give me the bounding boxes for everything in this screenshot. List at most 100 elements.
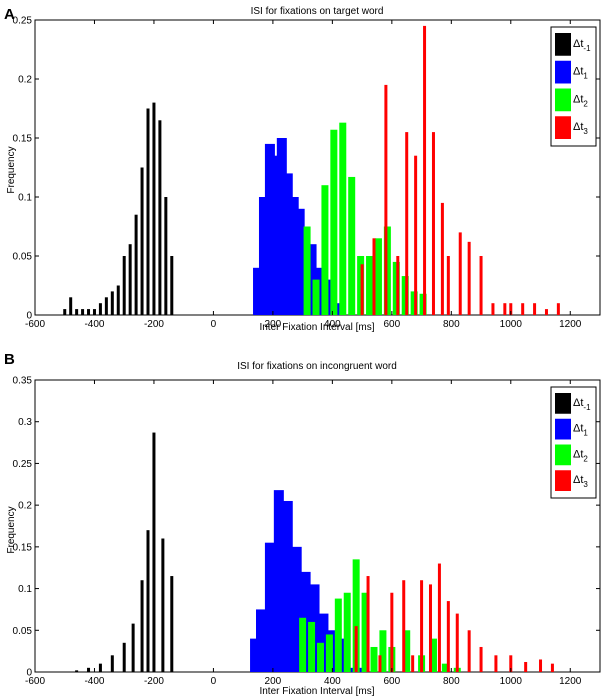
bar bbox=[303, 226, 311, 315]
bar bbox=[140, 167, 144, 315]
bar bbox=[361, 592, 369, 672]
bar bbox=[420, 580, 424, 672]
y-tick-label: 0.25 bbox=[13, 16, 33, 27]
bar bbox=[411, 655, 415, 672]
y-tick-label: 0.05 bbox=[13, 626, 33, 637]
bar bbox=[524, 661, 528, 672]
bar bbox=[128, 244, 132, 315]
bar bbox=[446, 256, 450, 315]
legend-swatch bbox=[555, 33, 571, 56]
bar bbox=[431, 132, 435, 315]
bar bbox=[509, 655, 513, 672]
bar bbox=[378, 655, 382, 672]
bar bbox=[273, 490, 284, 672]
x-tick-label: -400 bbox=[84, 319, 104, 330]
x-tick-label: 1200 bbox=[559, 319, 582, 330]
bar bbox=[458, 232, 462, 315]
bar bbox=[170, 576, 174, 672]
bar bbox=[158, 120, 162, 315]
bar bbox=[264, 542, 275, 672]
bar bbox=[104, 297, 108, 315]
legend-swatch bbox=[555, 116, 571, 139]
bar bbox=[81, 309, 85, 315]
bar bbox=[324, 279, 335, 315]
bar bbox=[321, 185, 329, 315]
panel-label: A bbox=[4, 6, 15, 23]
bar bbox=[366, 576, 370, 672]
bar bbox=[122, 642, 126, 672]
bar bbox=[316, 642, 324, 672]
y-tick-label: 0.15 bbox=[13, 542, 33, 553]
bar bbox=[282, 173, 293, 315]
bar bbox=[146, 108, 150, 315]
bar bbox=[294, 208, 305, 315]
chart-title: ISI for fixations on target word bbox=[251, 6, 384, 17]
bar bbox=[87, 667, 91, 672]
y-axis-label: Frequency bbox=[6, 506, 17, 553]
bar bbox=[69, 297, 73, 315]
legend-swatch bbox=[555, 88, 571, 112]
plot-area: -600 -400 -200 0 200 400 600 800 1000 1200 0 0.05 0.… bbox=[13, 16, 601, 330]
x-tick-label: 1000 bbox=[500, 319, 523, 330]
bar bbox=[379, 630, 387, 672]
bar bbox=[354, 626, 358, 672]
bar bbox=[270, 155, 281, 315]
legend-swatch bbox=[555, 393, 571, 414]
x-tick-label: 1200 bbox=[559, 676, 582, 687]
x-tick-label: 400 bbox=[324, 676, 341, 687]
bar bbox=[98, 303, 102, 315]
x-tick-label: 200 bbox=[265, 319, 282, 330]
series-0 bbox=[63, 102, 174, 315]
bar bbox=[330, 129, 338, 315]
bar bbox=[308, 621, 316, 672]
legend-label-sub: 2 bbox=[583, 454, 588, 463]
bar bbox=[491, 303, 495, 315]
legend-label-sub: 1 bbox=[583, 72, 588, 81]
bar bbox=[479, 256, 483, 315]
bar bbox=[405, 132, 409, 315]
x-tick-label: -600 bbox=[25, 676, 45, 687]
bar bbox=[288, 197, 299, 315]
bar bbox=[98, 663, 102, 672]
bar bbox=[494, 655, 498, 672]
series-3 bbox=[354, 563, 554, 672]
x-tick-label: 600 bbox=[383, 319, 400, 330]
bar bbox=[312, 279, 320, 315]
panel-label: B bbox=[4, 351, 15, 368]
bar bbox=[429, 638, 437, 672]
bar bbox=[455, 613, 459, 672]
bar bbox=[446, 601, 450, 672]
bar bbox=[339, 122, 347, 315]
bar bbox=[503, 303, 507, 315]
bar bbox=[152, 432, 156, 672]
bar bbox=[384, 84, 388, 316]
x-tick-label: 600 bbox=[383, 676, 400, 687]
bar bbox=[63, 309, 67, 315]
x-tick-label: -400 bbox=[84, 676, 104, 687]
y-tick-label: 0.2 bbox=[18, 501, 32, 512]
bar bbox=[282, 500, 293, 672]
bar bbox=[521, 303, 525, 315]
bar bbox=[539, 659, 543, 672]
bar bbox=[75, 309, 79, 315]
bar bbox=[110, 655, 114, 672]
bar bbox=[366, 256, 374, 315]
bar bbox=[509, 303, 513, 315]
bar bbox=[291, 546, 302, 672]
plot-area: -600 -400 -200 0 200 400 600 800 1000 1200 0 0.05 0.… bbox=[13, 376, 601, 687]
bar bbox=[550, 663, 554, 672]
x-tick-label: -200 bbox=[144, 319, 164, 330]
x-tick-label: 400 bbox=[324, 319, 341, 330]
panel-b: B ISI for fixations on incongruent word … bbox=[4, 351, 601, 697]
bar bbox=[467, 630, 471, 672]
legend-label-sub: 3 bbox=[583, 127, 588, 136]
bar bbox=[429, 584, 432, 672]
bar bbox=[372, 238, 376, 315]
bar bbox=[325, 634, 333, 672]
bar bbox=[440, 202, 444, 315]
y-tick-label: 0.05 bbox=[13, 252, 33, 263]
x-tick-label: 200 bbox=[265, 676, 282, 687]
legend-swatch bbox=[555, 418, 571, 440]
